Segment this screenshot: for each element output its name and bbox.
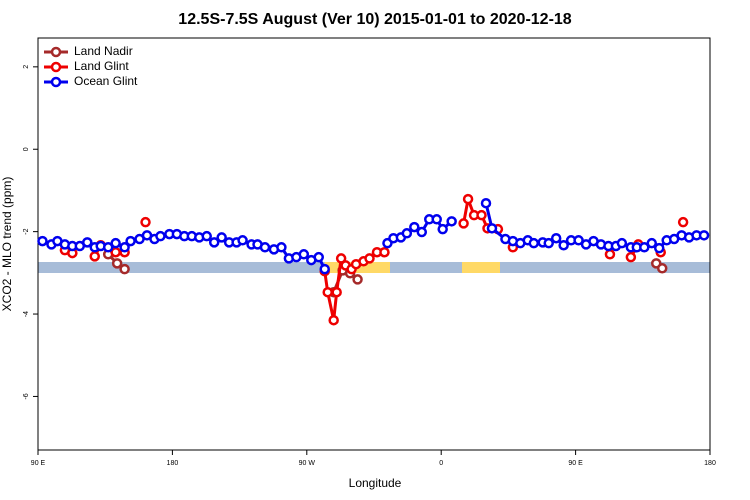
point xyxy=(646,237,658,249)
map-strip xyxy=(38,262,710,273)
legend-label: Land Glint xyxy=(74,59,129,73)
point xyxy=(335,253,347,264)
y-tick-label: -6 xyxy=(23,393,30,399)
x-tick-label: 180 xyxy=(704,460,716,467)
point xyxy=(111,258,123,269)
point xyxy=(331,286,342,298)
x-axis-label: Longitude xyxy=(349,476,402,490)
point xyxy=(458,218,469,229)
point xyxy=(216,232,227,243)
point xyxy=(486,223,498,234)
point xyxy=(140,216,151,228)
point xyxy=(677,216,689,228)
point xyxy=(237,235,248,246)
x-tick-label: 90 E xyxy=(568,460,583,467)
point xyxy=(401,228,413,239)
point xyxy=(462,193,474,205)
point xyxy=(125,235,136,247)
legend-marker xyxy=(50,76,62,88)
x-tick-label: 180 xyxy=(167,460,179,467)
point xyxy=(550,232,562,244)
point xyxy=(155,230,166,242)
y-tick-label: 0 xyxy=(23,147,30,151)
point xyxy=(259,242,271,253)
legend-marker xyxy=(50,61,62,73)
point xyxy=(119,242,130,253)
series-line xyxy=(107,253,664,293)
x-tick-label: 0 xyxy=(439,460,443,467)
point xyxy=(558,239,569,251)
point xyxy=(480,197,492,209)
point xyxy=(379,246,390,258)
point xyxy=(298,249,310,260)
point xyxy=(119,263,130,275)
point xyxy=(276,242,287,253)
x-tick-label: 90 E xyxy=(31,460,46,467)
point xyxy=(656,263,668,274)
point xyxy=(528,237,540,249)
point xyxy=(89,251,100,262)
point xyxy=(82,237,93,248)
point xyxy=(328,314,339,326)
point xyxy=(639,242,650,253)
point xyxy=(573,235,584,246)
point xyxy=(322,286,333,298)
point xyxy=(364,253,375,264)
point xyxy=(319,263,330,275)
point xyxy=(208,237,220,248)
point xyxy=(698,230,710,241)
point xyxy=(409,221,420,233)
point xyxy=(653,242,665,254)
point xyxy=(352,274,363,285)
point xyxy=(476,209,487,221)
point xyxy=(604,249,616,260)
chart-title: 12.5S-7.5S August (Ver 10) 2015-01-01 to… xyxy=(178,11,571,28)
point xyxy=(616,237,628,249)
y-axis-label: XCO2 - MLO trend (ppm) xyxy=(0,177,14,312)
legend-marker xyxy=(50,46,62,58)
point xyxy=(313,251,324,263)
point xyxy=(625,251,637,263)
point xyxy=(102,242,114,253)
point xyxy=(416,226,428,238)
y-tick-label: -4 xyxy=(23,311,30,317)
point xyxy=(201,230,212,242)
legend-label: Land Nadir xyxy=(74,44,133,58)
x-tick-label: 90 W xyxy=(299,460,316,467)
point xyxy=(446,216,457,227)
y-tick-label: 2 xyxy=(23,65,30,69)
point xyxy=(431,214,442,225)
point xyxy=(110,237,121,249)
point xyxy=(37,235,48,247)
y-tick-label: -2 xyxy=(23,228,30,234)
legend-label: Ocean Glint xyxy=(74,74,138,88)
plot-frame xyxy=(37,37,711,451)
point xyxy=(543,237,554,249)
point xyxy=(437,223,448,235)
